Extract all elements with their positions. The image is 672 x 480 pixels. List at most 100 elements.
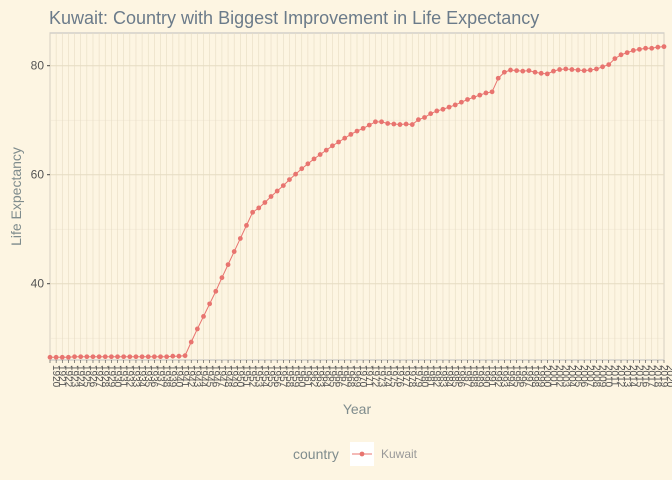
x-tick-label: 2010 (603, 365, 614, 388)
data-point (84, 354, 90, 360)
data-point (618, 52, 624, 58)
data-point (133, 354, 139, 360)
data-point (637, 46, 642, 52)
data-point (575, 67, 581, 73)
data-point (170, 353, 176, 359)
x-tick-label: 1932 (124, 365, 135, 388)
data-point (409, 122, 415, 127)
data-point (201, 314, 206, 319)
x-tick-label: 1972 (369, 365, 380, 388)
data-point (373, 119, 378, 125)
data-point (538, 70, 544, 76)
data-point (53, 354, 59, 360)
x-tick-label: 1938 (161, 365, 172, 388)
data-point (587, 67, 593, 73)
data-point (526, 68, 532, 74)
x-tick-label: 1955 (265, 365, 276, 388)
x-tick-label: 1973 (375, 365, 386, 388)
data-point (508, 67, 513, 73)
x-tick-label: 1921 (56, 365, 67, 388)
data-point (606, 62, 612, 68)
data-point (434, 108, 440, 114)
data-point (551, 68, 556, 74)
data-point (72, 354, 77, 360)
x-tick-label: 2006 (578, 365, 589, 388)
x-tick-label: 1962 (308, 365, 319, 388)
data-point (231, 249, 237, 254)
data-point (330, 143, 335, 149)
data-point (446, 104, 452, 110)
data-point (379, 119, 384, 125)
data-point (458, 99, 464, 105)
x-tick-label: 1952 (246, 365, 257, 388)
data-point (176, 353, 182, 359)
x-tick-label: 1935 (142, 365, 153, 388)
y-axis-title: Life Expectancy (8, 147, 24, 246)
x-tick-label: 1969 (351, 365, 362, 388)
data-point (194, 326, 200, 332)
x-tick-label: 1965 (326, 365, 337, 388)
x-axis-title: Year (343, 401, 372, 417)
x-tick-label: 1934 (136, 365, 147, 388)
x-tick-label: 2015 (633, 365, 644, 388)
x-tick-label: 2013 (621, 365, 632, 388)
x-tick-label: 1976 (394, 365, 405, 388)
x-tick-label: 1945 (204, 365, 215, 388)
data-point (280, 183, 286, 189)
data-point (452, 102, 458, 108)
data-point (145, 354, 151, 360)
data-point (563, 66, 569, 72)
x-tick-label: 1944 (197, 365, 208, 388)
x-tick-label: 1975 (388, 365, 399, 388)
x-tick-label: 1979 (412, 365, 423, 388)
x-tick-label: 1997 (523, 365, 534, 388)
x-tick-label: 1931 (118, 365, 129, 388)
data-point (360, 125, 366, 131)
data-point (317, 152, 323, 157)
data-point (262, 200, 268, 205)
data-point (151, 354, 157, 360)
x-tick-label: 1956 (271, 365, 282, 388)
x-tick-label: 1966 (332, 365, 343, 388)
legend-title: country (293, 446, 339, 462)
x-tick-label: 1983 (437, 365, 448, 388)
x-tick-label: 1988 (468, 365, 479, 388)
data-point (305, 161, 311, 167)
data-point (397, 122, 403, 127)
data-point (225, 262, 231, 268)
data-point (514, 68, 520, 74)
data-point (78, 354, 84, 360)
data-point (649, 45, 655, 51)
data-point (268, 194, 274, 199)
x-tick-label: 1946 (210, 365, 221, 388)
x-tick-label: 1985 (449, 365, 460, 388)
x-tick-label: 2018 (652, 365, 663, 388)
data-point (127, 354, 133, 360)
data-point (354, 128, 360, 134)
x-tick-label: 2020 (664, 365, 672, 388)
data-point (655, 44, 661, 50)
x-tick-label: 1928 (99, 365, 110, 388)
x-tick-label: 1990 (480, 365, 491, 388)
x-tick-label: 2004 (566, 365, 577, 388)
data-point (520, 68, 526, 74)
data-point (299, 166, 305, 172)
series-layer (47, 44, 667, 360)
x-tick-label: 1922 (62, 365, 73, 388)
x-tick-label: 1960 (296, 365, 307, 388)
x-axis-ticks: 1920192119221923192419251926192719281929… (49, 360, 672, 388)
data-point (391, 121, 397, 127)
data-point (158, 354, 163, 360)
data-point (256, 205, 262, 211)
data-point (182, 353, 188, 359)
x-tick-label: 1984 (443, 365, 454, 388)
x-tick-label: 1959 (289, 365, 300, 388)
data-point (102, 354, 108, 360)
x-tick-label: 2007 (584, 365, 595, 388)
x-tick-label: 2012 (615, 365, 626, 388)
x-tick-label: 1994 (504, 365, 515, 388)
data-point (440, 106, 446, 112)
data-point (237, 236, 243, 241)
x-tick-label: 2002 (553, 365, 564, 388)
x-tick-label: 2019 (658, 365, 669, 388)
